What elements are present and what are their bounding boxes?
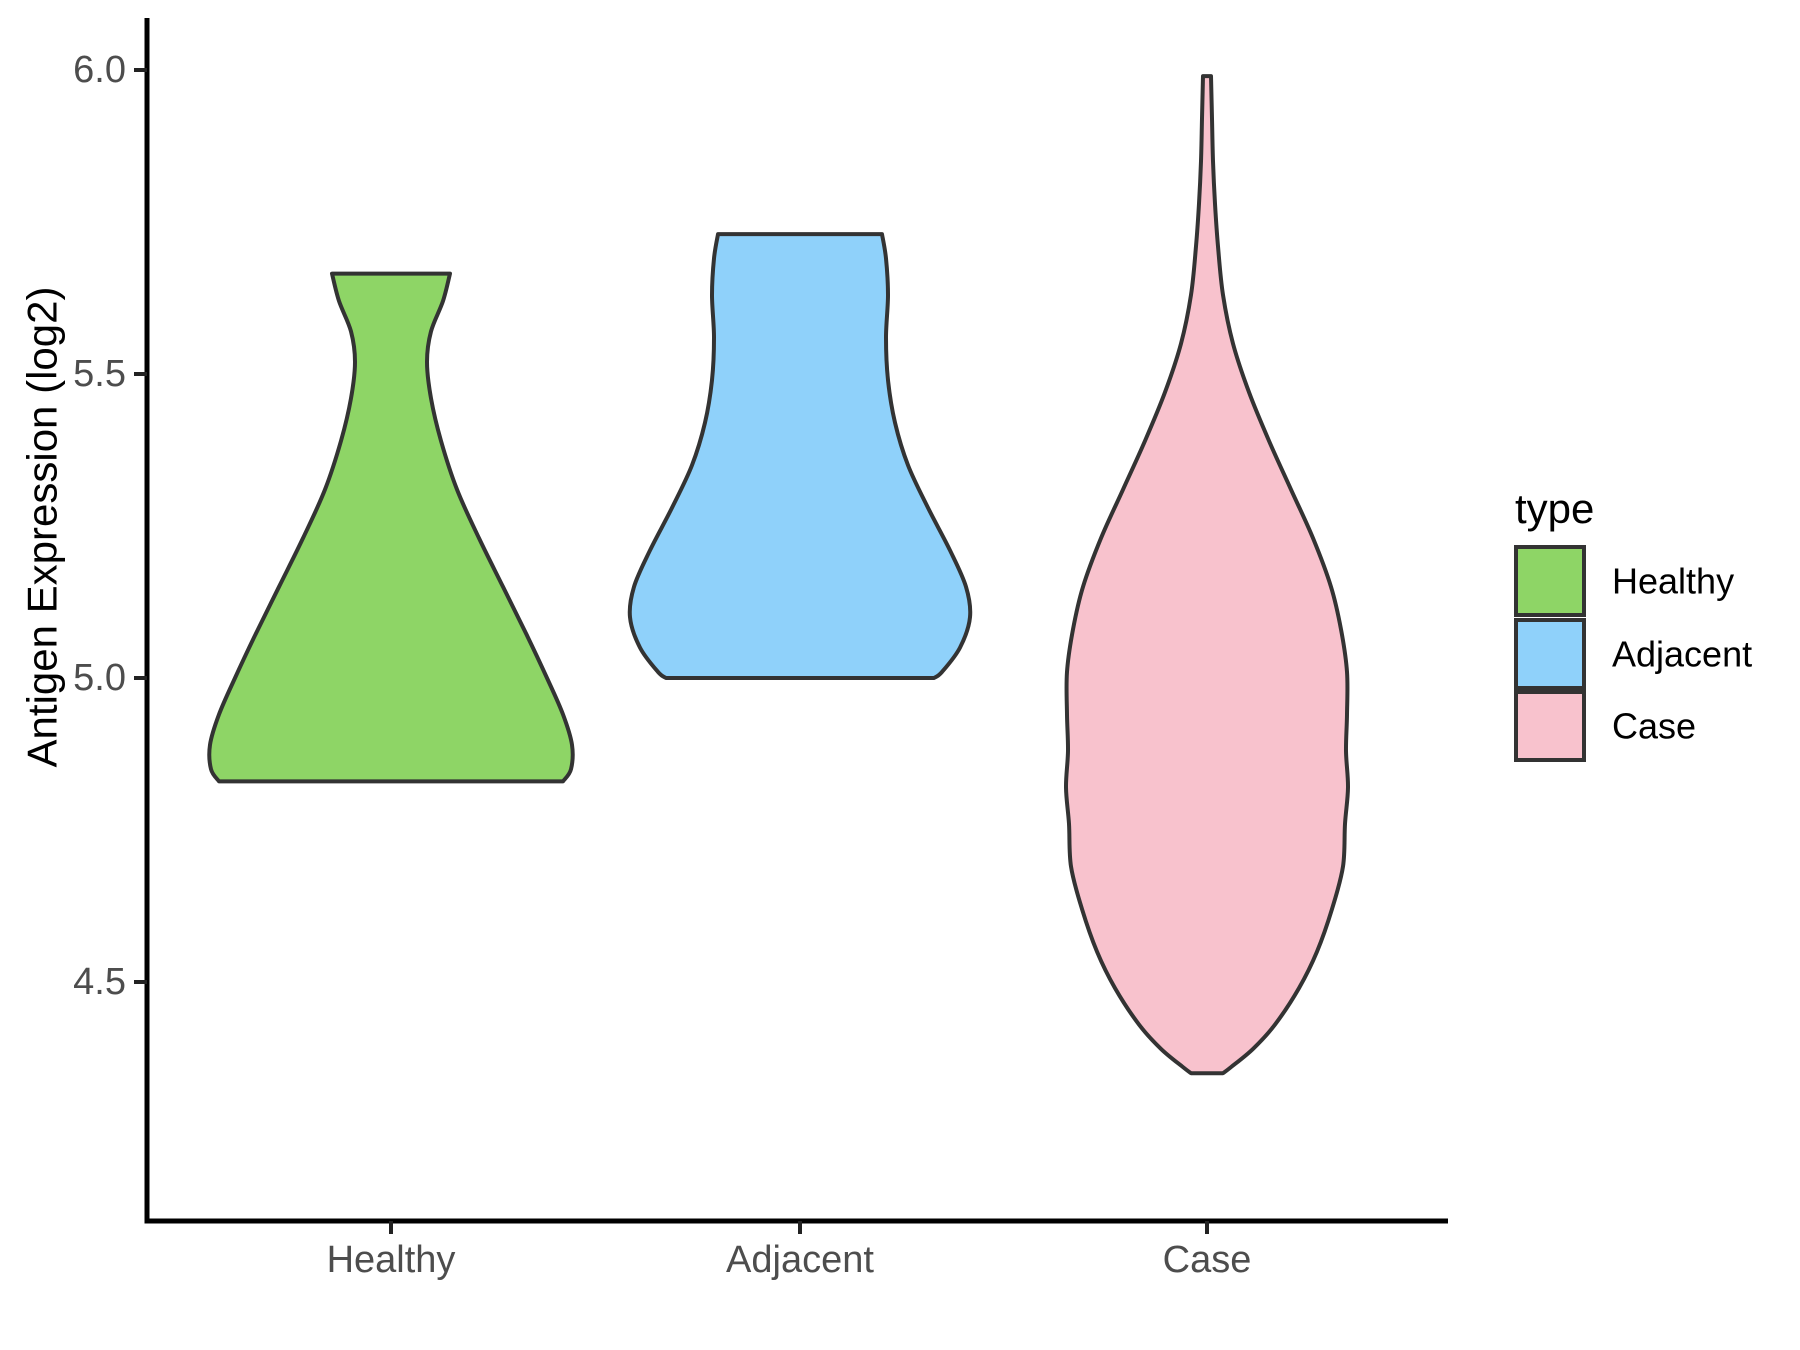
x-tick-label-healthy: Healthy xyxy=(327,1239,456,1281)
y-axis-title: Antigen Expression (log2) xyxy=(19,287,66,768)
legend-swatch-case xyxy=(1514,690,1586,762)
legend: type Healthy Adjacent Case xyxy=(1514,485,1752,762)
y-tick-label: 4.5 xyxy=(73,961,126,1003)
axes xyxy=(144,18,1448,1224)
legend-items: Healthy Adjacent Case xyxy=(1514,545,1752,762)
legend-label-healthy: Healthy xyxy=(1612,561,1734,602)
x-axis-ticks: Healthy Adjacent Case xyxy=(327,1221,1252,1281)
y-tick-label: 5.0 xyxy=(73,657,126,699)
legend-swatch-adjacent xyxy=(1514,618,1586,690)
y-axis-ticks: 6.0 5.5 5.0 4.5 xyxy=(73,49,147,1003)
legend-label-adjacent: Adjacent xyxy=(1612,634,1752,675)
y-tick-label: 6.0 xyxy=(73,49,126,91)
y-tick-label: 5.5 xyxy=(73,353,126,395)
violin-healthy xyxy=(207,271,575,784)
x-tick-label-adjacent: Adjacent xyxy=(726,1239,874,1281)
x-tick-label-case: Case xyxy=(1163,1239,1252,1281)
legend-swatch-healthy xyxy=(1514,545,1586,617)
violin-case xyxy=(1063,74,1351,1076)
legend-label-case: Case xyxy=(1612,706,1696,747)
violin-series xyxy=(207,74,1351,1076)
violin-adjacent xyxy=(627,232,973,680)
legend-title: type xyxy=(1515,485,1594,532)
